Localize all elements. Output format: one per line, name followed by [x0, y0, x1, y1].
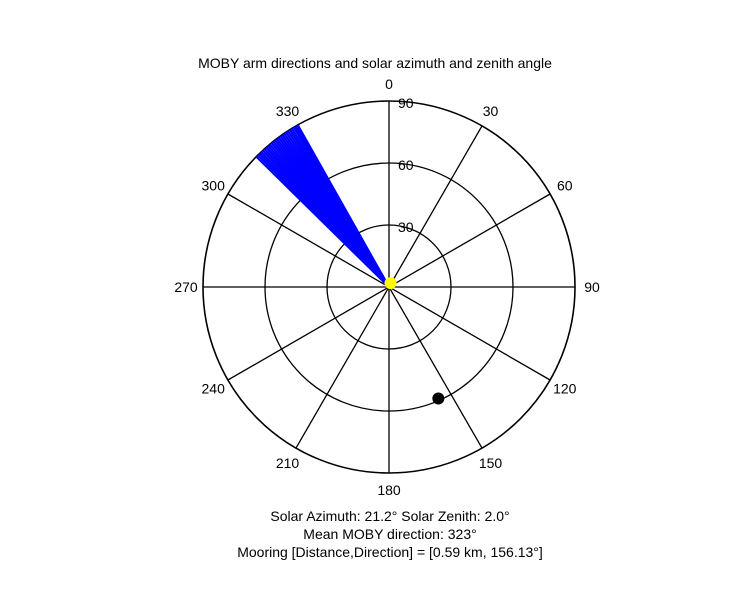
radial-tick-label: 30: [398, 219, 414, 235]
angle-tick-label: 90: [584, 279, 600, 295]
angle-tick-label: 240: [202, 381, 226, 397]
angle-tick-label: 330: [276, 103, 300, 119]
angle-tick-label: 180: [377, 482, 401, 498]
angle-tick-label: 30: [483, 103, 499, 119]
angle-tick-label: 120: [553, 381, 577, 397]
angle-tick-label: 0: [385, 76, 393, 92]
angle-tick-label: 150: [479, 455, 503, 471]
angle-tick-label: 270: [174, 279, 198, 295]
mooring-point: [432, 392, 445, 405]
solar-position-point: [384, 277, 397, 290]
solar-caption: Solar Azimuth: 21.2° Solar Zenith: 2.0°: [270, 508, 510, 524]
angle-tick-label: 300: [202, 178, 226, 194]
radial-tick-label: 60: [398, 157, 414, 173]
angle-tick-label: 210: [276, 455, 300, 471]
radial-tick-label: 90: [398, 95, 414, 111]
angle-tick-label: 60: [557, 178, 573, 194]
arm-direction-line: [296, 124, 390, 288]
chart-title: MOBY arm directions and solar azimuth an…: [198, 55, 552, 71]
mean-direction-caption: Mean MOBY direction: 323°: [303, 526, 477, 542]
mooring-caption: Mooring [Distance,Direction] = [0.59 km,…: [237, 544, 543, 560]
